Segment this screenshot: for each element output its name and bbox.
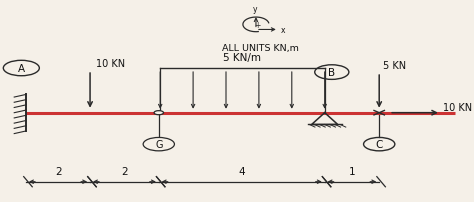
Text: y: y	[252, 5, 257, 14]
Text: 2: 2	[55, 166, 61, 176]
Text: 2: 2	[121, 166, 128, 176]
Text: +: +	[255, 21, 261, 30]
Text: B: B	[328, 68, 336, 78]
Text: 4: 4	[238, 166, 245, 176]
Text: G: G	[155, 139, 163, 149]
Text: A: A	[18, 64, 25, 74]
Text: C: C	[375, 139, 383, 149]
Text: 10 KN: 10 KN	[96, 59, 125, 69]
Text: 1: 1	[349, 166, 355, 176]
Text: 10 KN: 10 KN	[443, 102, 472, 112]
Circle shape	[154, 111, 164, 115]
Text: ALL UNITS KN,m: ALL UNITS KN,m	[222, 44, 299, 53]
Text: 5 KN/m: 5 KN/m	[223, 53, 262, 63]
Text: x: x	[281, 26, 285, 35]
Text: 5 KN: 5 KN	[383, 61, 406, 71]
